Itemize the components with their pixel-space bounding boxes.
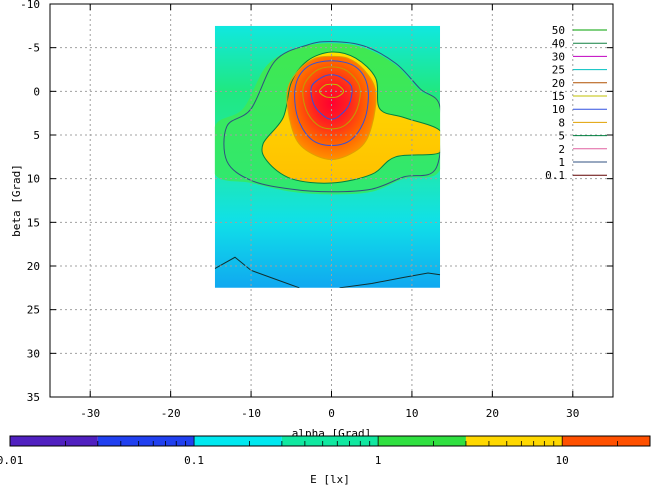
colorbar-segment bbox=[465, 436, 563, 446]
x-tick-label: 10 bbox=[405, 407, 418, 420]
colorbar-segment bbox=[562, 436, 650, 446]
legend-label: 20 bbox=[552, 77, 565, 90]
colorbar-segment bbox=[194, 436, 282, 446]
x-tick-label: -10 bbox=[241, 407, 261, 420]
contour-30 bbox=[318, 83, 345, 98]
x-tick-label: -20 bbox=[161, 407, 181, 420]
contour-2 bbox=[261, 51, 441, 184]
heatmap bbox=[214, 25, 441, 288]
y-tick-label: 20 bbox=[27, 260, 40, 273]
legend-label: 2 bbox=[558, 143, 565, 156]
colorbar: 0.01 0.1 1 10 bbox=[0, 435, 651, 467]
legend-label: 40 bbox=[552, 37, 565, 50]
colorbar-segment bbox=[281, 436, 379, 446]
x-tick-label: 30 bbox=[566, 407, 579, 420]
y-tick-label: 30 bbox=[27, 347, 40, 360]
y-tick-label: 15 bbox=[27, 216, 40, 229]
y-tick-label: -5 bbox=[27, 42, 40, 55]
contour-10 bbox=[294, 60, 369, 147]
y-tick-label: 0 bbox=[33, 85, 40, 98]
colorbar-segment bbox=[378, 436, 466, 446]
y-tick-label: -10 bbox=[20, 0, 40, 11]
legend-label: 8 bbox=[558, 116, 565, 129]
legend-label: 1 bbox=[558, 156, 565, 169]
x-tick-label: 0 bbox=[328, 407, 335, 420]
x-tick-label: -30 bbox=[80, 407, 100, 420]
legend-label: 30 bbox=[552, 50, 565, 63]
colorbar-tick-label: 0.1 bbox=[184, 454, 204, 467]
colorbar-tick-label: 1 bbox=[375, 454, 382, 467]
y-tick-label: 10 bbox=[27, 173, 40, 186]
colorbar-tick-label: 0.01 bbox=[0, 454, 23, 467]
colorbar-segment bbox=[97, 436, 195, 446]
y-tick-label: 5 bbox=[33, 129, 40, 142]
contour-20 bbox=[310, 74, 353, 120]
colorbar-tick-label: 10 bbox=[556, 454, 569, 467]
contour-1 bbox=[223, 41, 441, 193]
heatmap-core-region bbox=[286, 56, 377, 160]
legend-label: 10 bbox=[552, 103, 565, 116]
legend-label: 25 bbox=[552, 64, 565, 77]
y-axis-label: beta [Grad] bbox=[10, 164, 23, 237]
colorbar-segment bbox=[10, 436, 98, 446]
x-tick-label: 20 bbox=[486, 407, 499, 420]
contour-15 bbox=[302, 66, 361, 130]
legend-label: 50 bbox=[552, 24, 565, 37]
legend-label: 15 bbox=[552, 90, 565, 103]
colorbar-label: E [lx] bbox=[310, 473, 350, 486]
legend-label: 5 bbox=[558, 130, 565, 143]
legend-label: 0.1 bbox=[545, 169, 565, 182]
y-tick-label: 25 bbox=[27, 304, 40, 317]
y-tick-label: 35 bbox=[27, 391, 40, 404]
